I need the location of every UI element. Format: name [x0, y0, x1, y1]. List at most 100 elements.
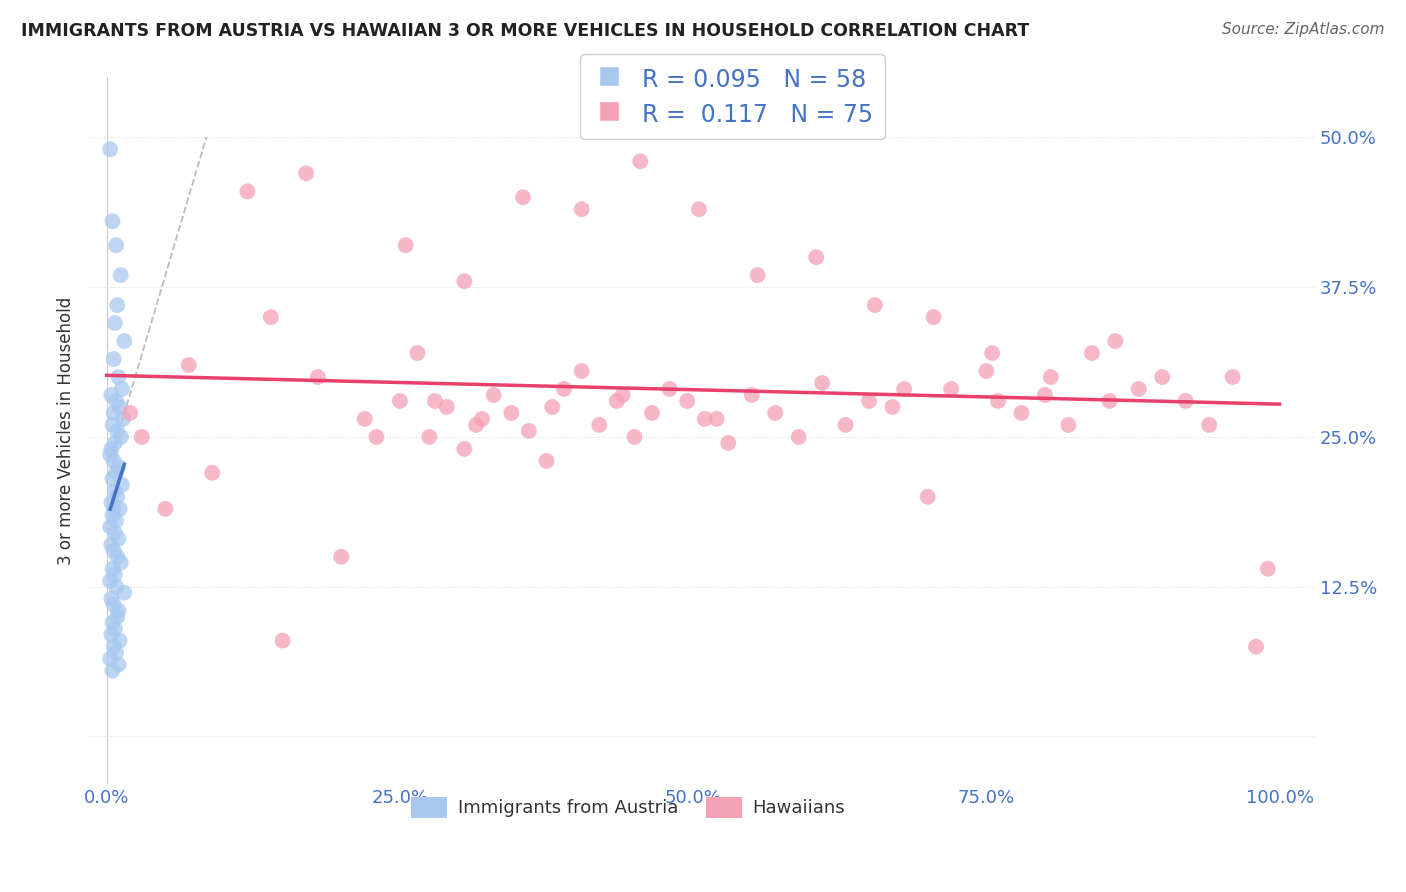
Point [974, 364, 997, 378]
Point [517, 424, 540, 438]
Point [1257, 562, 1279, 576]
Point [623, 430, 645, 444]
Point [987, 394, 1010, 409]
Legend: Immigrants from Austria, Hawaiians: Immigrants from Austria, Hawaiians [404, 789, 852, 825]
Point [606, 394, 628, 409]
Point [101, 417, 124, 432]
Point [1222, 370, 1244, 384]
Point [1039, 370, 1062, 384]
Point [1011, 406, 1033, 420]
Point [811, 376, 834, 390]
Point [571, 364, 593, 378]
Point [741, 388, 763, 402]
Point [111, 478, 134, 492]
Point [112, 334, 135, 348]
Point [110, 430, 132, 444]
Point [108, 501, 131, 516]
Point [100, 591, 122, 606]
Point [120, 406, 142, 420]
Point [388, 394, 411, 409]
Point [658, 382, 681, 396]
Text: Source: ZipAtlas.com: Source: ZipAtlas.com [1222, 22, 1385, 37]
Point [177, 358, 200, 372]
Point [101, 508, 124, 522]
Point [104, 567, 127, 582]
Point [100, 627, 122, 641]
Point [103, 352, 125, 367]
Point [453, 274, 475, 288]
Point [104, 436, 127, 450]
Point [482, 388, 505, 402]
Point [103, 640, 125, 654]
Point [107, 370, 129, 384]
Point [105, 298, 128, 312]
Point [330, 549, 353, 564]
Point [104, 622, 127, 636]
Point [98, 142, 121, 156]
Point [1057, 417, 1080, 432]
Point [101, 472, 124, 486]
Point [105, 238, 128, 252]
Point [612, 388, 634, 402]
Point [101, 214, 124, 228]
Point [112, 585, 135, 599]
Point [406, 346, 429, 360]
Point [201, 466, 224, 480]
Point [105, 646, 128, 660]
Point [104, 316, 127, 330]
Point [98, 651, 121, 665]
Point [423, 394, 446, 409]
Point [917, 490, 939, 504]
Point [101, 615, 124, 630]
Text: IMMIGRANTS FROM AUSTRIA VS HAWAIIAN 3 OR MORE VEHICLES IN HOUSEHOLD CORRELATION : IMMIGRANTS FROM AUSTRIA VS HAWAIIAN 3 OR… [21, 22, 1029, 40]
Point [107, 532, 129, 546]
Point [1198, 417, 1220, 432]
Point [981, 346, 1004, 360]
Point [706, 412, 728, 426]
Point [366, 430, 388, 444]
Point [100, 442, 122, 456]
Point [105, 490, 128, 504]
Point [922, 310, 945, 324]
Point [571, 202, 593, 217]
Point [105, 424, 128, 438]
Point [1152, 370, 1174, 384]
Point [1033, 388, 1056, 402]
Point [105, 609, 128, 624]
Point [107, 459, 129, 474]
Point [110, 556, 132, 570]
Point [108, 633, 131, 648]
Point [260, 310, 283, 324]
Point [465, 417, 488, 432]
Point [105, 580, 128, 594]
Point [103, 454, 125, 468]
Point [588, 417, 610, 432]
Point [108, 400, 131, 414]
Point [131, 430, 153, 444]
Point [641, 406, 664, 420]
Point [418, 430, 440, 444]
Point [236, 184, 259, 198]
Point [688, 202, 710, 217]
Point [787, 430, 810, 444]
Point [471, 412, 494, 426]
Point [104, 483, 127, 498]
Point [104, 525, 127, 540]
Point [717, 436, 740, 450]
Point [105, 466, 128, 480]
Point [453, 442, 475, 456]
Point [1104, 334, 1126, 348]
Point [1081, 346, 1104, 360]
Point [1244, 640, 1267, 654]
Point [307, 370, 329, 384]
Point [747, 268, 769, 282]
Point [103, 406, 125, 420]
Point [98, 520, 121, 534]
Point [105, 394, 128, 409]
Point [1098, 394, 1121, 409]
Point [103, 543, 125, 558]
Point [100, 496, 122, 510]
Point [536, 454, 558, 468]
Point [110, 268, 132, 282]
Point [939, 382, 962, 396]
